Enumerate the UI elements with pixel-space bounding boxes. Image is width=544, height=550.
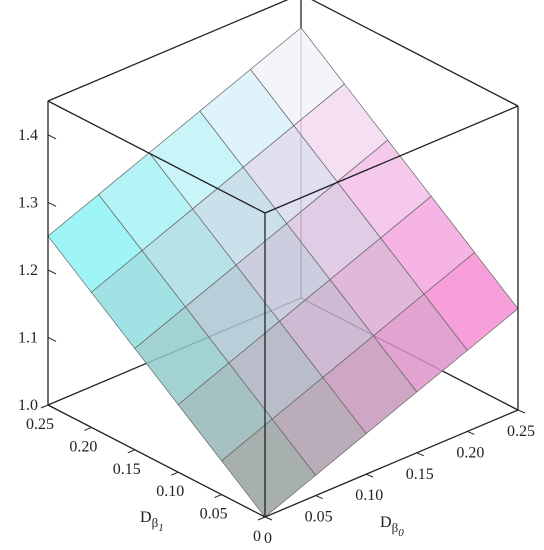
- axis-label: Dβ0: [380, 514, 404, 539]
- y-tick: [171, 471, 179, 476]
- y-tick-label: 0.05: [200, 506, 228, 523]
- z-tick-label: 1.4: [18, 127, 38, 144]
- axis-label-main: D: [140, 509, 152, 526]
- box-edge: [47, 0, 289, 102]
- x-tick-label: 0: [264, 530, 272, 547]
- x-tick-label: 0.05: [305, 509, 333, 526]
- z-tick: [47, 201, 57, 207]
- box-edge: [264, 409, 519, 518]
- axis-label-sub: β: [152, 515, 159, 530]
- y-tick-label: 0.25: [26, 416, 54, 433]
- z-tick-label: 1.2: [18, 262, 38, 279]
- z-tick: [47, 404, 57, 410]
- y-tick-label: 0.10: [156, 483, 184, 500]
- x-tick-label: 0.25: [507, 423, 535, 440]
- x-tick: [315, 495, 323, 500]
- axis-label-subsub: 0: [398, 527, 404, 539]
- z-tick-label: 1.3: [18, 194, 38, 211]
- axis-label-sub: β: [392, 520, 399, 535]
- axis-label: Dβ1: [140, 509, 164, 534]
- z-tick: [47, 269, 57, 275]
- box-edge: [47, 100, 266, 214]
- z-tick: [47, 336, 57, 342]
- x-tick-label: 0.10: [355, 487, 383, 504]
- z-tick-label: 1.1: [18, 329, 38, 346]
- y-tick: [40, 404, 49, 409]
- y-tick: [214, 494, 222, 499]
- axis-label-subsub: 1: [158, 522, 164, 534]
- x-tick: [467, 430, 475, 435]
- box-edge: [264, 105, 519, 214]
- x-tick-label: 0.20: [456, 444, 484, 461]
- y-tick: [127, 449, 135, 454]
- box-edge: [47, 404, 266, 518]
- box-edge: [311, 0, 519, 107]
- y-tick-label: 0: [253, 528, 261, 545]
- y-tick: [257, 516, 266, 521]
- y-tick: [84, 426, 92, 431]
- axis-label-main: D: [380, 514, 392, 531]
- y-tick-label: 0.20: [69, 438, 97, 455]
- x-tick-label: 0.15: [406, 466, 434, 483]
- x-tick: [366, 473, 374, 478]
- z-tick-label: 1.0: [18, 397, 38, 414]
- z-tick: [47, 134, 57, 140]
- x-tick: [264, 516, 273, 521]
- x-tick: [416, 452, 424, 457]
- x-tick: [517, 409, 526, 414]
- surface-cell: [221, 418, 317, 518]
- y-tick-label: 0.15: [113, 461, 141, 478]
